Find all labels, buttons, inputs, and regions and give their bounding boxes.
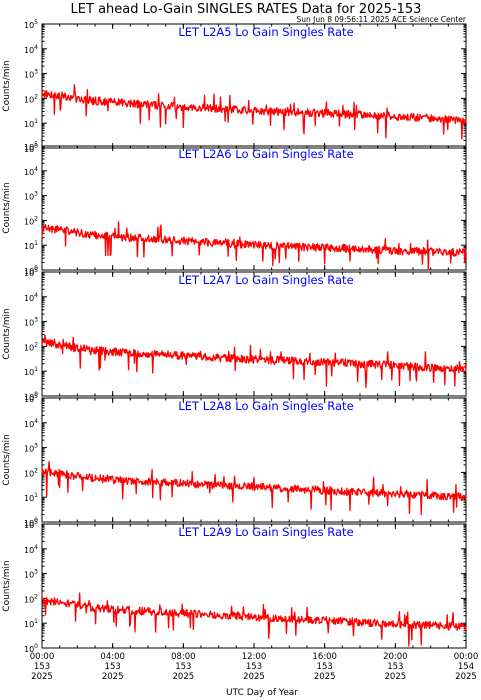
y-tick-label: 104 <box>24 166 38 177</box>
y-axis-label: Counts/min <box>2 560 12 611</box>
x-tick-label: 08:00 <box>171 652 196 662</box>
y-tick-label: 105 <box>24 141 38 152</box>
y-tick-label: 101 <box>24 118 38 129</box>
x-tick-label: 2025 <box>31 672 53 682</box>
x-tick-label: 2025 <box>314 672 336 682</box>
y-axis-label: Counts/min <box>2 60 12 111</box>
y-axis-label: Counts/min <box>2 308 12 359</box>
generated-timestamp: Sun Jun 8 09:56:11 2025 ACE Science Cent… <box>296 15 466 24</box>
x-tick-label: 04:00 <box>100 652 125 662</box>
y-tick-label: 100 <box>24 143 38 154</box>
y-tick-label: 101 <box>24 492 38 503</box>
y-tick-label: 102 <box>24 215 38 226</box>
y-tick-label: 105 <box>24 393 38 404</box>
x-tick-label: 00:00 <box>30 652 55 662</box>
y-tick-label: 101 <box>24 240 38 251</box>
x-tick-label: 2025 <box>102 672 124 682</box>
panel-label: LET L2A9 Lo Gain Singles Rate <box>178 525 353 539</box>
y-tick-label: 102 <box>24 93 38 104</box>
panel-frame <box>41 271 467 397</box>
panel-3: 100 101 102 103 104 105 Counts/min LET L2A7 Lo … <box>2 267 467 402</box>
y-tick-label: 101 <box>24 618 38 629</box>
y-tick-label: 102 <box>24 341 38 352</box>
x-tick-label: 12:00 <box>242 652 267 662</box>
y-tick-label: 102 <box>24 467 38 478</box>
panel-label: LET L2A8 Lo Gain Singles Rate <box>178 399 353 413</box>
series-line <box>41 334 467 389</box>
y-tick-label: 102 <box>24 593 38 604</box>
chart-title: LET ahead Lo-Gain SINGLES RATES Data for… <box>71 2 422 17</box>
x-tick-label: 153 <box>175 662 191 672</box>
panel-label: LET L2A6 Lo Gain Singles Rate <box>178 147 353 161</box>
y-axis-label: Counts/min <box>2 434 12 485</box>
y-tick-label: 103 <box>24 569 38 580</box>
series-line <box>41 221 467 271</box>
x-tick-label: 2025 <box>455 672 477 682</box>
y-tick-label: 100 <box>24 265 38 276</box>
y-tick-label: 103 <box>24 317 38 328</box>
x-tick-label: 2025 <box>243 672 265 682</box>
x-tick-label: 153 <box>246 662 262 672</box>
y-tick-label: 104 <box>24 544 38 555</box>
panel-2: 100 101 102 103 104 105 Counts/min LET L2A6 Lo … <box>2 141 467 276</box>
panel-4: 100 101 102 103 104 105 Counts/min LET L2A8 Lo … <box>2 393 467 528</box>
panel-1: 100 101 102 103 104 105 Counts/min LET L2A5 Lo … <box>2 19 467 154</box>
y-tick-label: 104 <box>24 44 38 55</box>
panel-label: LET L2A5 Lo Gain Singles Rate <box>178 25 353 39</box>
x-tick-label: 16:00 <box>312 652 337 662</box>
y-tick-label: 105 <box>24 267 38 278</box>
y-tick-label: 104 <box>24 418 38 429</box>
x-tick-label: 2025 <box>173 672 195 682</box>
y-tick-label: 105 <box>24 19 38 30</box>
x-tick-label: 20:00 <box>383 652 408 662</box>
y-tick-label: 103 <box>24 191 38 202</box>
series-line <box>41 460 467 516</box>
y-tick-label: 103 <box>24 69 38 80</box>
x-axis-label: UTC Day of Year <box>226 688 298 698</box>
y-axis-label: Counts/min <box>2 182 12 233</box>
panel-5: 100 101 102 103 104 105 Counts/min LET L2A9 Lo … <box>2 519 478 682</box>
x-tick-label: 153 <box>387 662 403 672</box>
y-tick-label: 104 <box>24 292 38 303</box>
y-tick-label: 101 <box>24 366 38 377</box>
y-tick-label: 100 <box>24 643 38 654</box>
y-tick-label: 105 <box>24 519 38 530</box>
x-tick-label: 00:00 <box>454 652 479 662</box>
panel-frame <box>41 23 467 149</box>
x-tick-label: 2025 <box>385 672 407 682</box>
panel-frame <box>41 397 467 523</box>
y-tick-label: 103 <box>24 443 38 454</box>
panel-frame <box>41 523 467 649</box>
x-tick-label: 153 <box>105 662 121 672</box>
y-tick-label: 100 <box>24 391 38 402</box>
x-tick-label: 154 <box>458 662 474 672</box>
x-tick-label: 153 <box>34 662 50 672</box>
panel-label: LET L2A7 Lo Gain Singles Rate <box>178 273 353 287</box>
series-line <box>41 592 467 647</box>
x-tick-label: 153 <box>317 662 333 672</box>
y-tick-label: 100 <box>24 517 38 528</box>
panels-group: 100 101 102 103 104 105 Counts/min LET L2A5 Lo … <box>2 19 478 682</box>
series-line <box>41 84 467 140</box>
